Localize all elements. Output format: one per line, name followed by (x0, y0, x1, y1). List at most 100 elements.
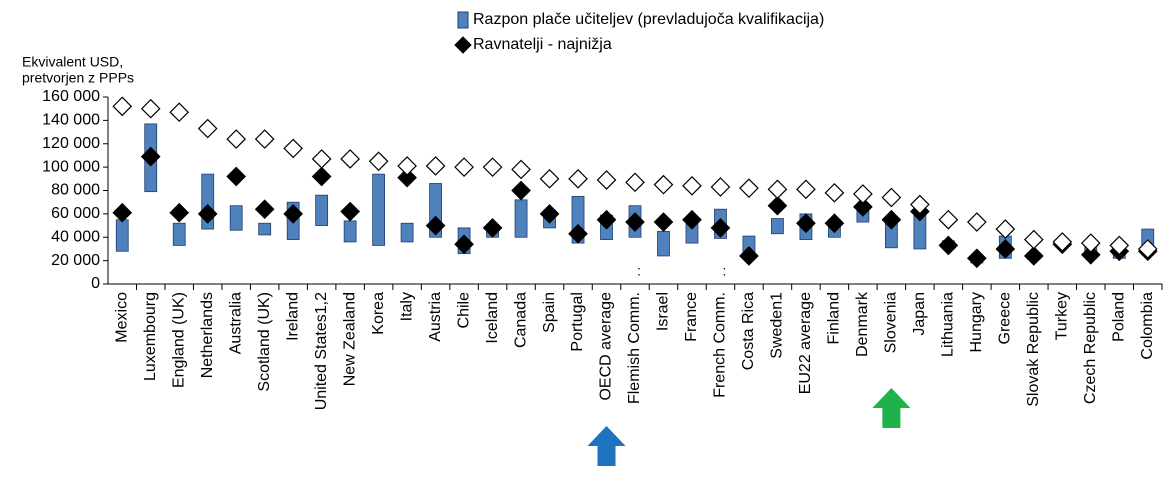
legend-swatch (454, 36, 472, 54)
x-tick-label: Hungary (968, 292, 985, 352)
x-tick-label: United States1,2 (313, 292, 330, 410)
diamond-marker (682, 175, 702, 196)
x-tick-label: Czech Republic (1082, 292, 1099, 404)
diamond-marker (254, 199, 275, 220)
diamond-marker (454, 234, 474, 255)
diamond-marker (596, 209, 617, 230)
x-tick-label: OECD average (598, 292, 615, 401)
diamond-marker (112, 202, 133, 223)
range-bar (372, 173, 386, 246)
x-tick-label: France (683, 292, 700, 342)
x-tick-label: French Comm. (712, 292, 729, 398)
diamond-marker (397, 167, 417, 188)
diamond-marker (283, 138, 304, 159)
diamond-marker (767, 179, 788, 200)
diamond-marker (311, 149, 332, 169)
diamond-marker (539, 204, 560, 224)
diamond-marker (1137, 239, 1158, 259)
diamond-marker (1023, 229, 1044, 250)
diamond-marker (425, 156, 446, 176)
diamond-marker (1080, 244, 1101, 265)
range-bar (229, 205, 243, 231)
diamond-marker (625, 172, 645, 193)
highlight-arrow (587, 426, 626, 466)
diamond-marker (1052, 232, 1073, 252)
diamond-marker (653, 212, 674, 232)
x-tick-label: Poland (1110, 292, 1127, 342)
diamond-marker (169, 202, 190, 223)
range-bar (400, 222, 414, 243)
diamond-marker (710, 177, 731, 197)
x-tick-label: Israel (655, 292, 672, 331)
y-tick-label: 160 000 (42, 88, 100, 105)
category-note: : (637, 263, 641, 279)
x-tick-label: Greece (997, 292, 1014, 345)
diamond-marker (311, 166, 332, 187)
x-tick-label: New Zealand (341, 292, 358, 386)
diamond-marker (995, 239, 1016, 259)
diamond-marker (966, 248, 987, 269)
diamond-marker (226, 129, 247, 149)
diamond-marker (853, 184, 873, 204)
diamond-marker (824, 182, 845, 203)
x-tick-label: Slovak Republic (1025, 292, 1042, 407)
diamond-marker (340, 201, 360, 222)
legend-swatch (457, 11, 469, 29)
diamond-marker (596, 170, 617, 190)
diamond-marker (653, 174, 674, 195)
x-tick-label: Denmark (854, 291, 871, 357)
x-tick-label: Australia (227, 292, 244, 354)
diamond-marker (197, 204, 218, 224)
diamond-marker (340, 149, 360, 169)
diamond-marker (140, 98, 161, 119)
x-tick-label: Korea (370, 292, 387, 335)
x-tick-label: Finland (826, 292, 843, 344)
diamond-marker (739, 178, 759, 199)
x-tick-label: Scotland (UK) (256, 292, 273, 392)
x-tick-label: Austria (427, 292, 444, 342)
range-bar (514, 199, 528, 238)
diamond-marker (283, 204, 304, 224)
y-tick-label: 140 000 (42, 112, 100, 129)
diamond-marker (1080, 233, 1101, 253)
diamond-marker (995, 219, 1016, 239)
diamond-marker (881, 187, 902, 208)
x-tick-label: Luxembourg (142, 292, 159, 381)
diamond-marker (1109, 235, 1130, 256)
x-tick-label: Japan (911, 292, 928, 336)
range-bar (258, 222, 272, 236)
legend-label: Ravnatelji - najnižja (473, 36, 612, 53)
x-tick-label: EU22 average (797, 292, 814, 394)
range-bar (771, 218, 784, 235)
range-bar (172, 222, 186, 246)
diamond-marker (539, 168, 560, 189)
diamond-marker (796, 213, 816, 234)
diamond-marker (482, 218, 503, 238)
diamond-marker (625, 212, 645, 232)
x-tick-label: Spain (541, 292, 558, 333)
diamond-marker (966, 212, 987, 232)
x-tick-label: Costa Rica (740, 292, 757, 370)
x-tick-label: England (UK) (170, 292, 187, 388)
x-tick-label: Chile (455, 292, 472, 329)
y-tick-label: 40 000 (51, 228, 100, 245)
diamond-marker (739, 246, 759, 266)
diamond-marker (454, 157, 474, 177)
diamond-marker (482, 157, 503, 177)
x-tick-label: Canada (512, 292, 529, 348)
diamond-marker (682, 209, 702, 230)
diamond-marker (710, 218, 731, 238)
diamond-marker (197, 118, 218, 139)
x-tick-label: Sweden1 (769, 292, 786, 359)
diamond-marker (112, 96, 133, 117)
y-tick-label: 60 000 (51, 205, 100, 222)
x-tick-label: Colombia (1139, 292, 1156, 360)
y-tick-label: 120 000 (42, 135, 100, 152)
diamond-marker (796, 179, 816, 200)
y-tick-label: 20 000 (51, 252, 100, 269)
diamond-marker (910, 194, 930, 215)
diamond-marker (511, 159, 531, 180)
x-tick-label: Lithuania (940, 292, 957, 357)
diamond-marker (254, 129, 275, 149)
